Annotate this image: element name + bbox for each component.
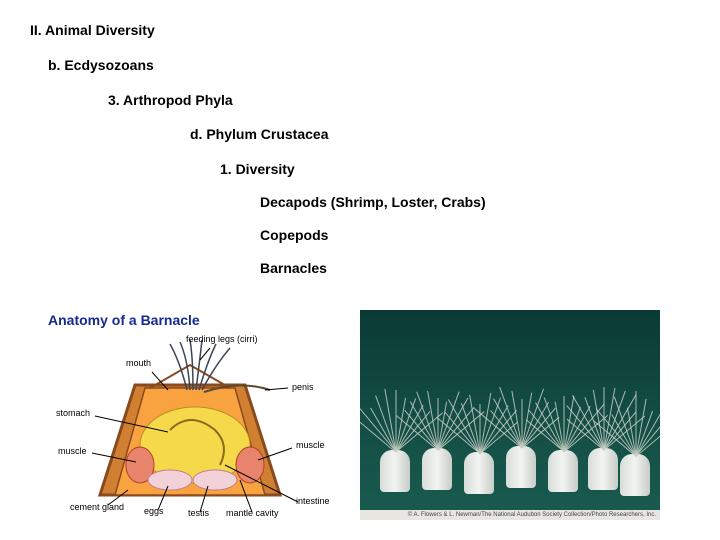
cirri-fan-icon bbox=[395, 392, 396, 452]
label-mouth: mouth bbox=[126, 358, 151, 368]
outline-block: II. Animal Diversity b. Ecdysozoans 3. A… bbox=[0, 0, 720, 276]
label-mantle-cavity: mantle cavity bbox=[226, 508, 279, 518]
list-item-decapods: Decapods (Shrimp, Loster, Crabs) bbox=[260, 194, 720, 211]
list-item-copepods: Copepods bbox=[260, 227, 720, 244]
label-penis: penis bbox=[292, 382, 314, 392]
list-item-barnacles: Barnacles bbox=[260, 260, 720, 277]
figures-row: Anatomy of a Barnacle bbox=[40, 310, 660, 520]
heading-l2: b. Ecdysozoans bbox=[48, 57, 720, 74]
label-intestine: intestine bbox=[296, 496, 330, 506]
label-feeding-legs: feeding legs (cirri) bbox=[186, 334, 258, 344]
label-muscle-left: muscle bbox=[58, 446, 87, 456]
label-eggs: eggs bbox=[144, 506, 164, 516]
heading-l1: II. Animal Diversity bbox=[30, 22, 720, 39]
barnacle-photo: © A. Flowers & L. Newman/The National Au… bbox=[360, 310, 660, 520]
diagram-svg bbox=[40, 330, 340, 520]
barnacle-anatomy-diagram: Anatomy of a Barnacle bbox=[40, 310, 340, 520]
heading-l3: 3. Arthropod Phyla bbox=[108, 92, 720, 109]
heading-l4: d. Phylum Crustacea bbox=[190, 126, 720, 143]
diagram-title: Anatomy of a Barnacle bbox=[48, 312, 200, 328]
photo-credit: © A. Flowers & L. Newman/The National Au… bbox=[360, 510, 660, 520]
label-testis: testis bbox=[188, 508, 209, 518]
heading-l5: 1. Diversity bbox=[220, 161, 720, 178]
label-muscle-right: muscle bbox=[296, 440, 325, 450]
label-cement-gland: cement gland bbox=[70, 502, 124, 512]
label-stomach: stomach bbox=[56, 408, 90, 418]
